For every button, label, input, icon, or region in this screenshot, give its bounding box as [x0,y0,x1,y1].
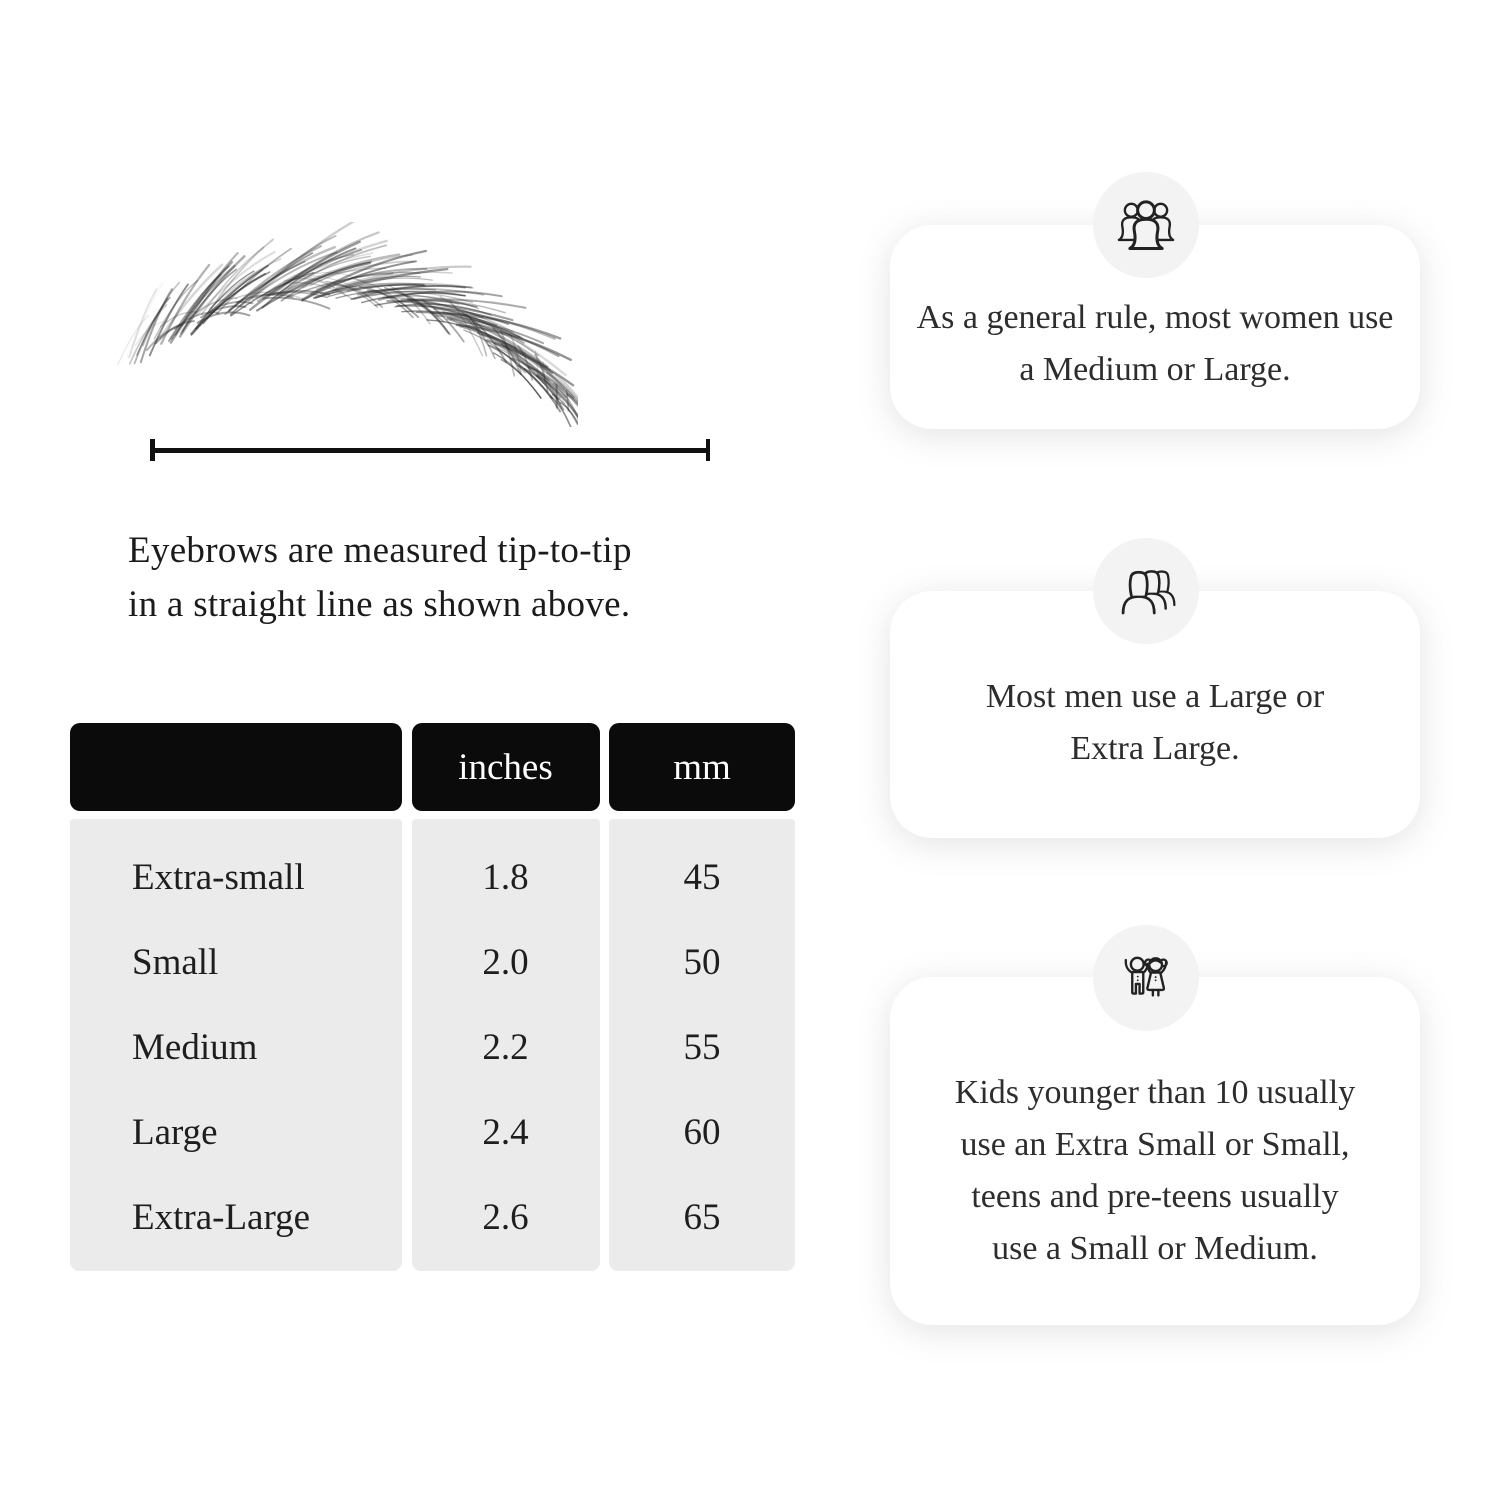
measurement-line [150,439,710,461]
info-card-men: Most men use a Large or Extra Large. [890,591,1420,838]
size-label-cell: Small [132,942,219,983]
measurement-line-bar [150,447,710,453]
inches-column-header: inches [411,723,600,811]
mm-value-cell: 45 [683,857,721,898]
info-card-women: As a general rule, most women use a Medi… [890,225,1420,429]
measurement-caption: Eyebrows are measured tip-to-tip in a st… [128,524,768,632]
inches-value-cell: 2.0 [482,942,529,983]
inches-value-cell: 1.8 [482,857,529,898]
inches-value-cell: 2.4 [482,1112,529,1153]
kids-icon [1124,956,1168,997]
measurement-caption-line1: Eyebrows are measured tip-to-tip [128,530,632,571]
size-label-cell: Medium [132,1027,258,1068]
men-icon-circle [1093,538,1199,644]
kids-icon-circle [1093,925,1199,1031]
size-column-header [70,723,402,811]
size-table-header: inches mm [70,723,795,811]
size-table-body: Extra-small Small Medium Large Extra-Lar… [70,819,795,1271]
inches-value-cell: 2.2 [482,1027,529,1068]
mm-value-cell: 50 [683,942,721,983]
size-label-column: Extra-small Small Medium Large Extra-Lar… [70,819,402,1271]
mm-value-cell: 60 [683,1112,721,1153]
mm-value-column: 45 50 55 60 65 [609,819,795,1271]
eyebrow-illustration [117,222,578,427]
women-card-text: As a general rule, most women use a Medi… [916,299,1394,388]
women-icon-circle [1093,172,1199,278]
men-card-text: Most men use a Large or Extra Large. [985,677,1325,767]
measurement-line-right-cap [705,439,710,461]
mm-value-cell: 65 [683,1197,721,1238]
mm-value-cell: 55 [683,1027,721,1068]
size-label-cell: Extra-Large [132,1197,311,1238]
men-group-icon [1121,570,1176,615]
inches-value-column: 1.8 2.0 2.2 2.4 2.6 [411,819,600,1271]
mm-column-header: mm [609,723,795,811]
women-group-icon [1117,200,1175,251]
size-label-cell: Extra-small [132,857,305,898]
kids-card-text: Kids younger than 10 usually use an Extr… [954,1074,1356,1267]
size-label-cell: Large [132,1112,218,1153]
info-card-kids: Kids younger than 10 usually use an Extr… [890,977,1420,1325]
measurement-caption-line2: in a straight line as shown above. [128,584,631,625]
inches-value-cell: 2.6 [482,1197,529,1238]
